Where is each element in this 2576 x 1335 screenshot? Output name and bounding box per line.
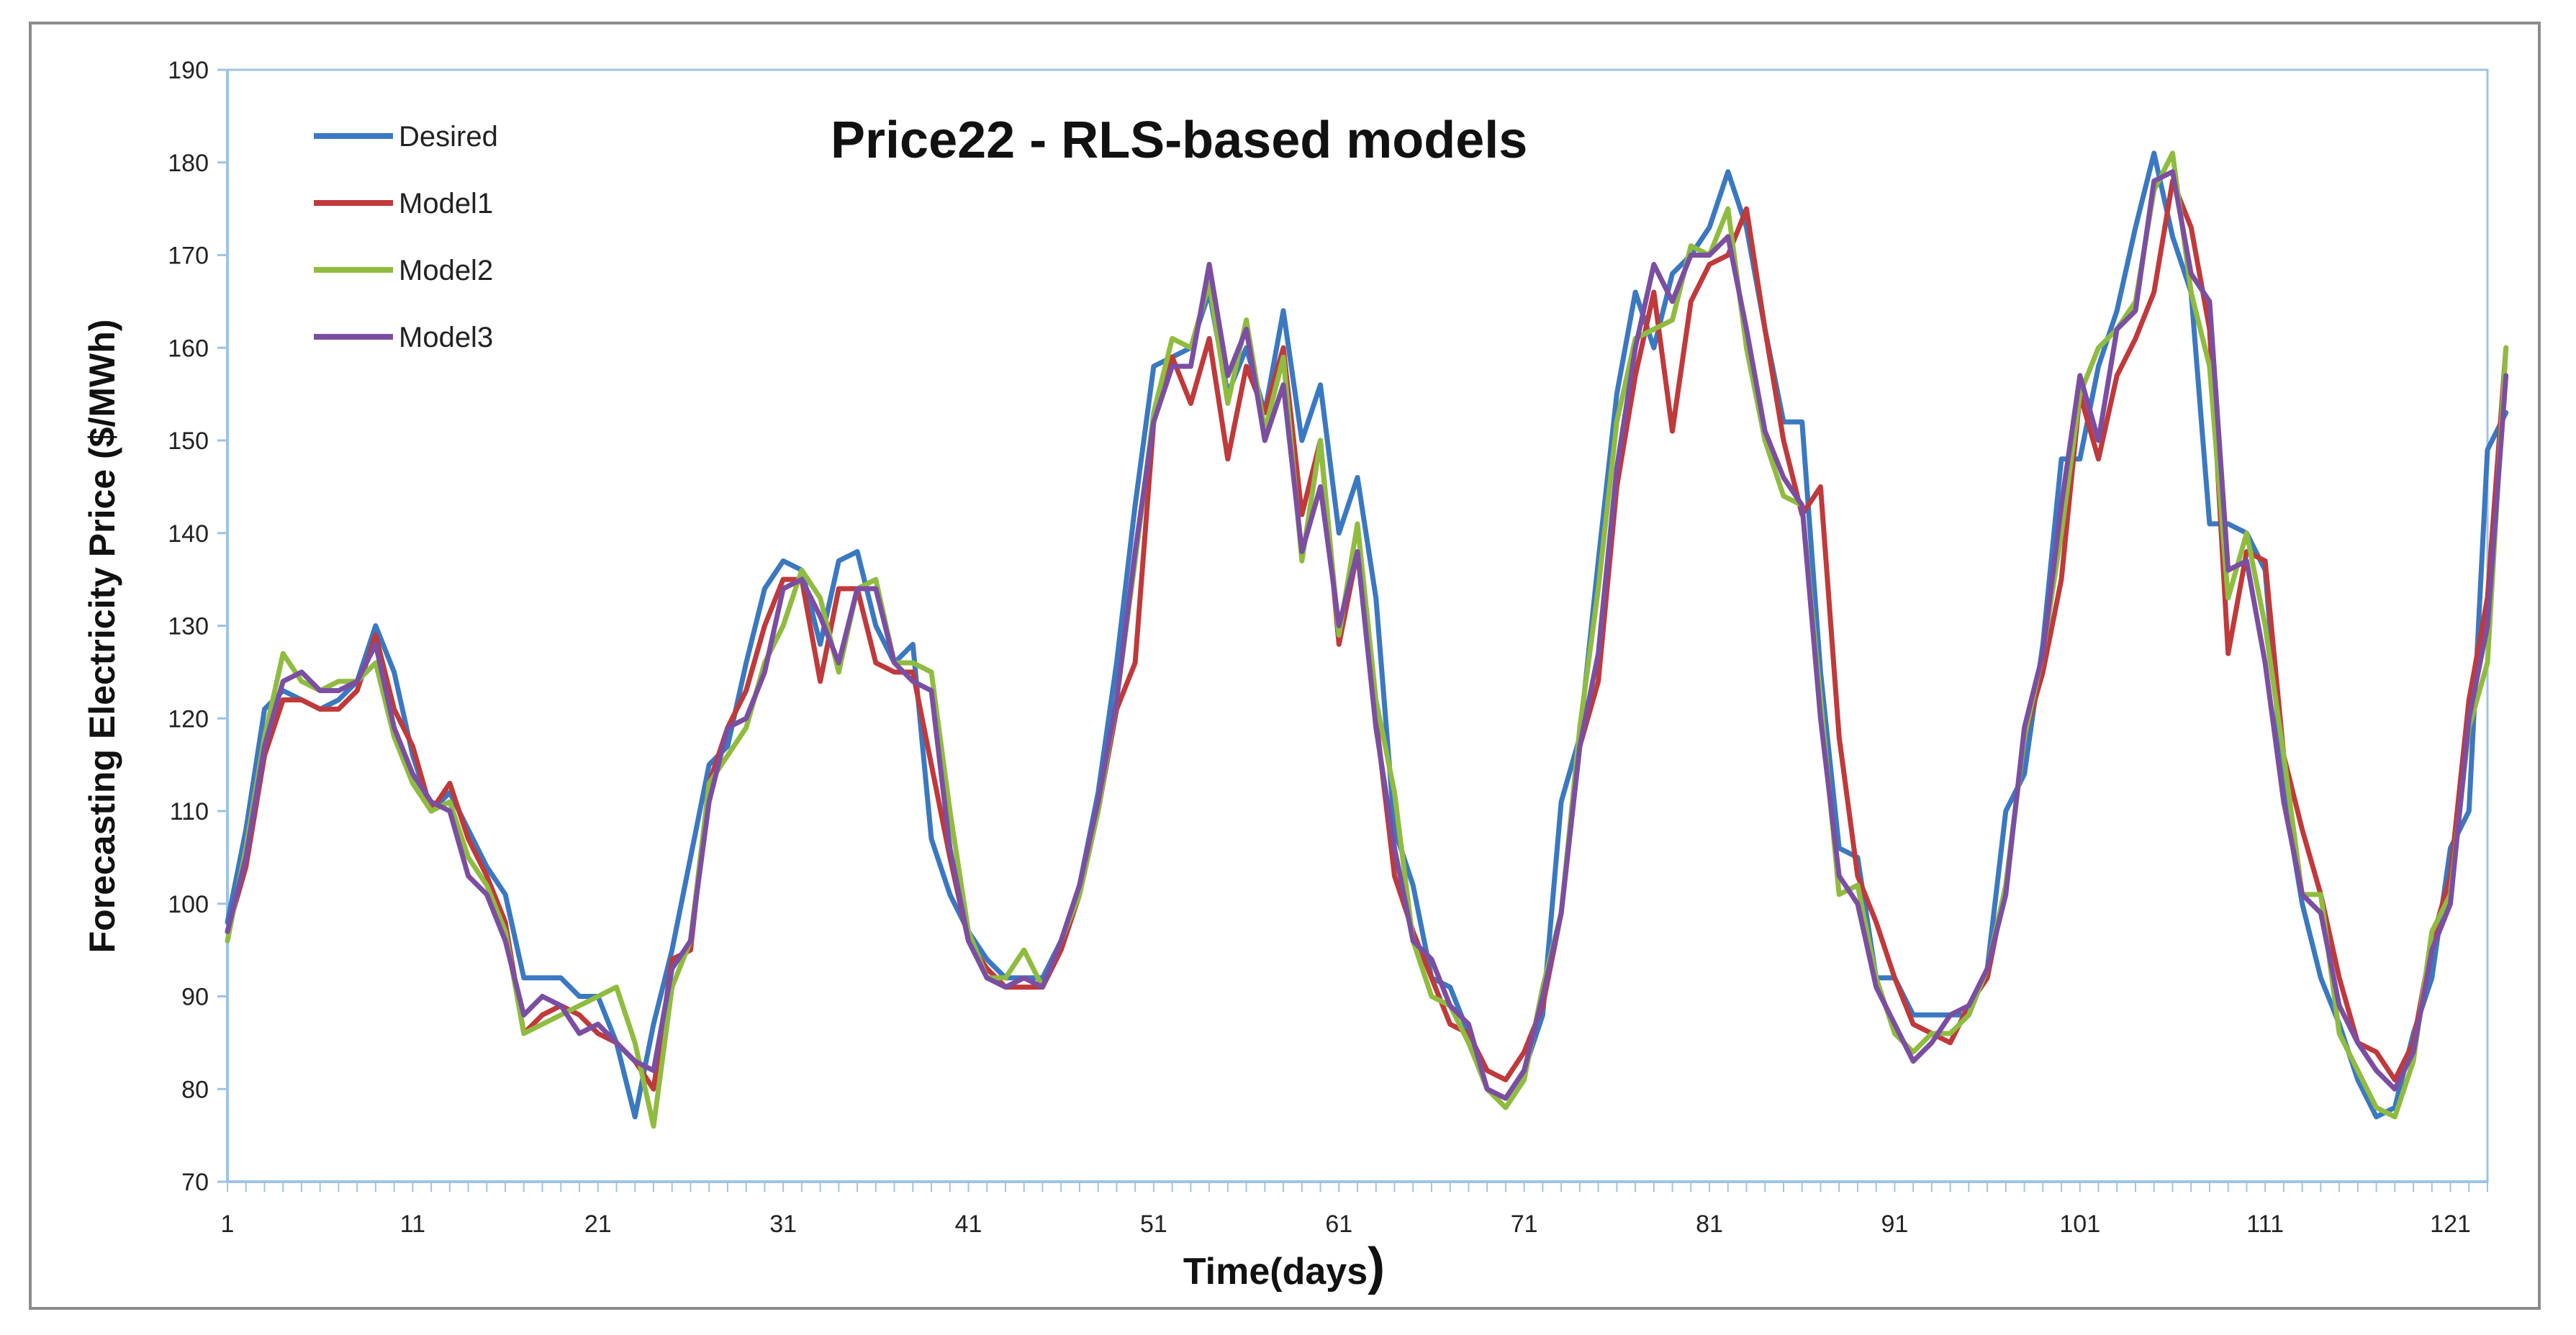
legend-item-model2: Model2 — [314, 255, 493, 286]
y-tick-label: 180 — [168, 150, 209, 177]
legend-label: Model1 — [399, 188, 493, 220]
y-tick-label: 110 — [170, 798, 209, 825]
x-tick-label: 81 — [1696, 1210, 1723, 1238]
series-line-model3 — [225, 169, 2509, 1101]
legend-label: Model2 — [399, 255, 493, 286]
legend-item-model1: Model1 — [314, 188, 493, 220]
x-tick-label: 111 — [2246, 1210, 2284, 1238]
x-tick-label: 91 — [1881, 1210, 1908, 1238]
x-axis-title-suffix: ) — [1368, 1238, 1385, 1295]
y-tick-label: 140 — [168, 520, 209, 548]
y-axis-title: Forecasting Electricity Price ($/MWh) — [82, 320, 122, 954]
chart-frame: 70 80 90 100 110 120 130 140 150 160 170 180 190 1 11 2… — [29, 22, 2541, 1310]
x-tick-label: 51 — [1140, 1210, 1167, 1238]
x-tick-label: 21 — [584, 1210, 612, 1238]
y-tick-label: 90 — [181, 984, 209, 1011]
x-tick-label: 61 — [1325, 1210, 1352, 1238]
y-tick-label: 100 — [168, 891, 209, 918]
x-tick-label: 1 — [221, 1210, 235, 1238]
legend-label: Desired — [399, 121, 498, 153]
legend-item-model3: Model3 — [314, 322, 493, 353]
x-tick-label: 101 — [2059, 1210, 2100, 1238]
y-tick-label: 170 — [168, 243, 209, 270]
x-axis-title: Time(days) — [1183, 1238, 1385, 1295]
y-tick-label: 80 — [181, 1076, 209, 1103]
x-tick-label: 121 — [2430, 1210, 2471, 1238]
x-tick-label: 71 — [1511, 1210, 1538, 1238]
y-tick-label: 150 — [168, 427, 209, 455]
x-tick-label: 11 — [400, 1210, 425, 1238]
series-line-desired — [225, 150, 2509, 1120]
x-tick-label: 41 — [955, 1210, 982, 1238]
legend-label: Model3 — [399, 322, 493, 353]
x-tick-label: 31 — [769, 1210, 797, 1238]
y-tick-label: 160 — [168, 335, 209, 362]
y-tick-label: 70 — [181, 1169, 209, 1196]
legend-item-desired: Desired — [314, 121, 498, 153]
y-tick-label: 130 — [168, 613, 209, 641]
series-line-model2 — [225, 150, 2509, 1129]
y-tick-label: 190 — [168, 57, 209, 84]
y-tick-label: 120 — [168, 705, 209, 733]
chart-title: Price22 - RLS-based models — [831, 112, 1527, 169]
x-axis-title-text: Time(days — [1183, 1251, 1368, 1293]
